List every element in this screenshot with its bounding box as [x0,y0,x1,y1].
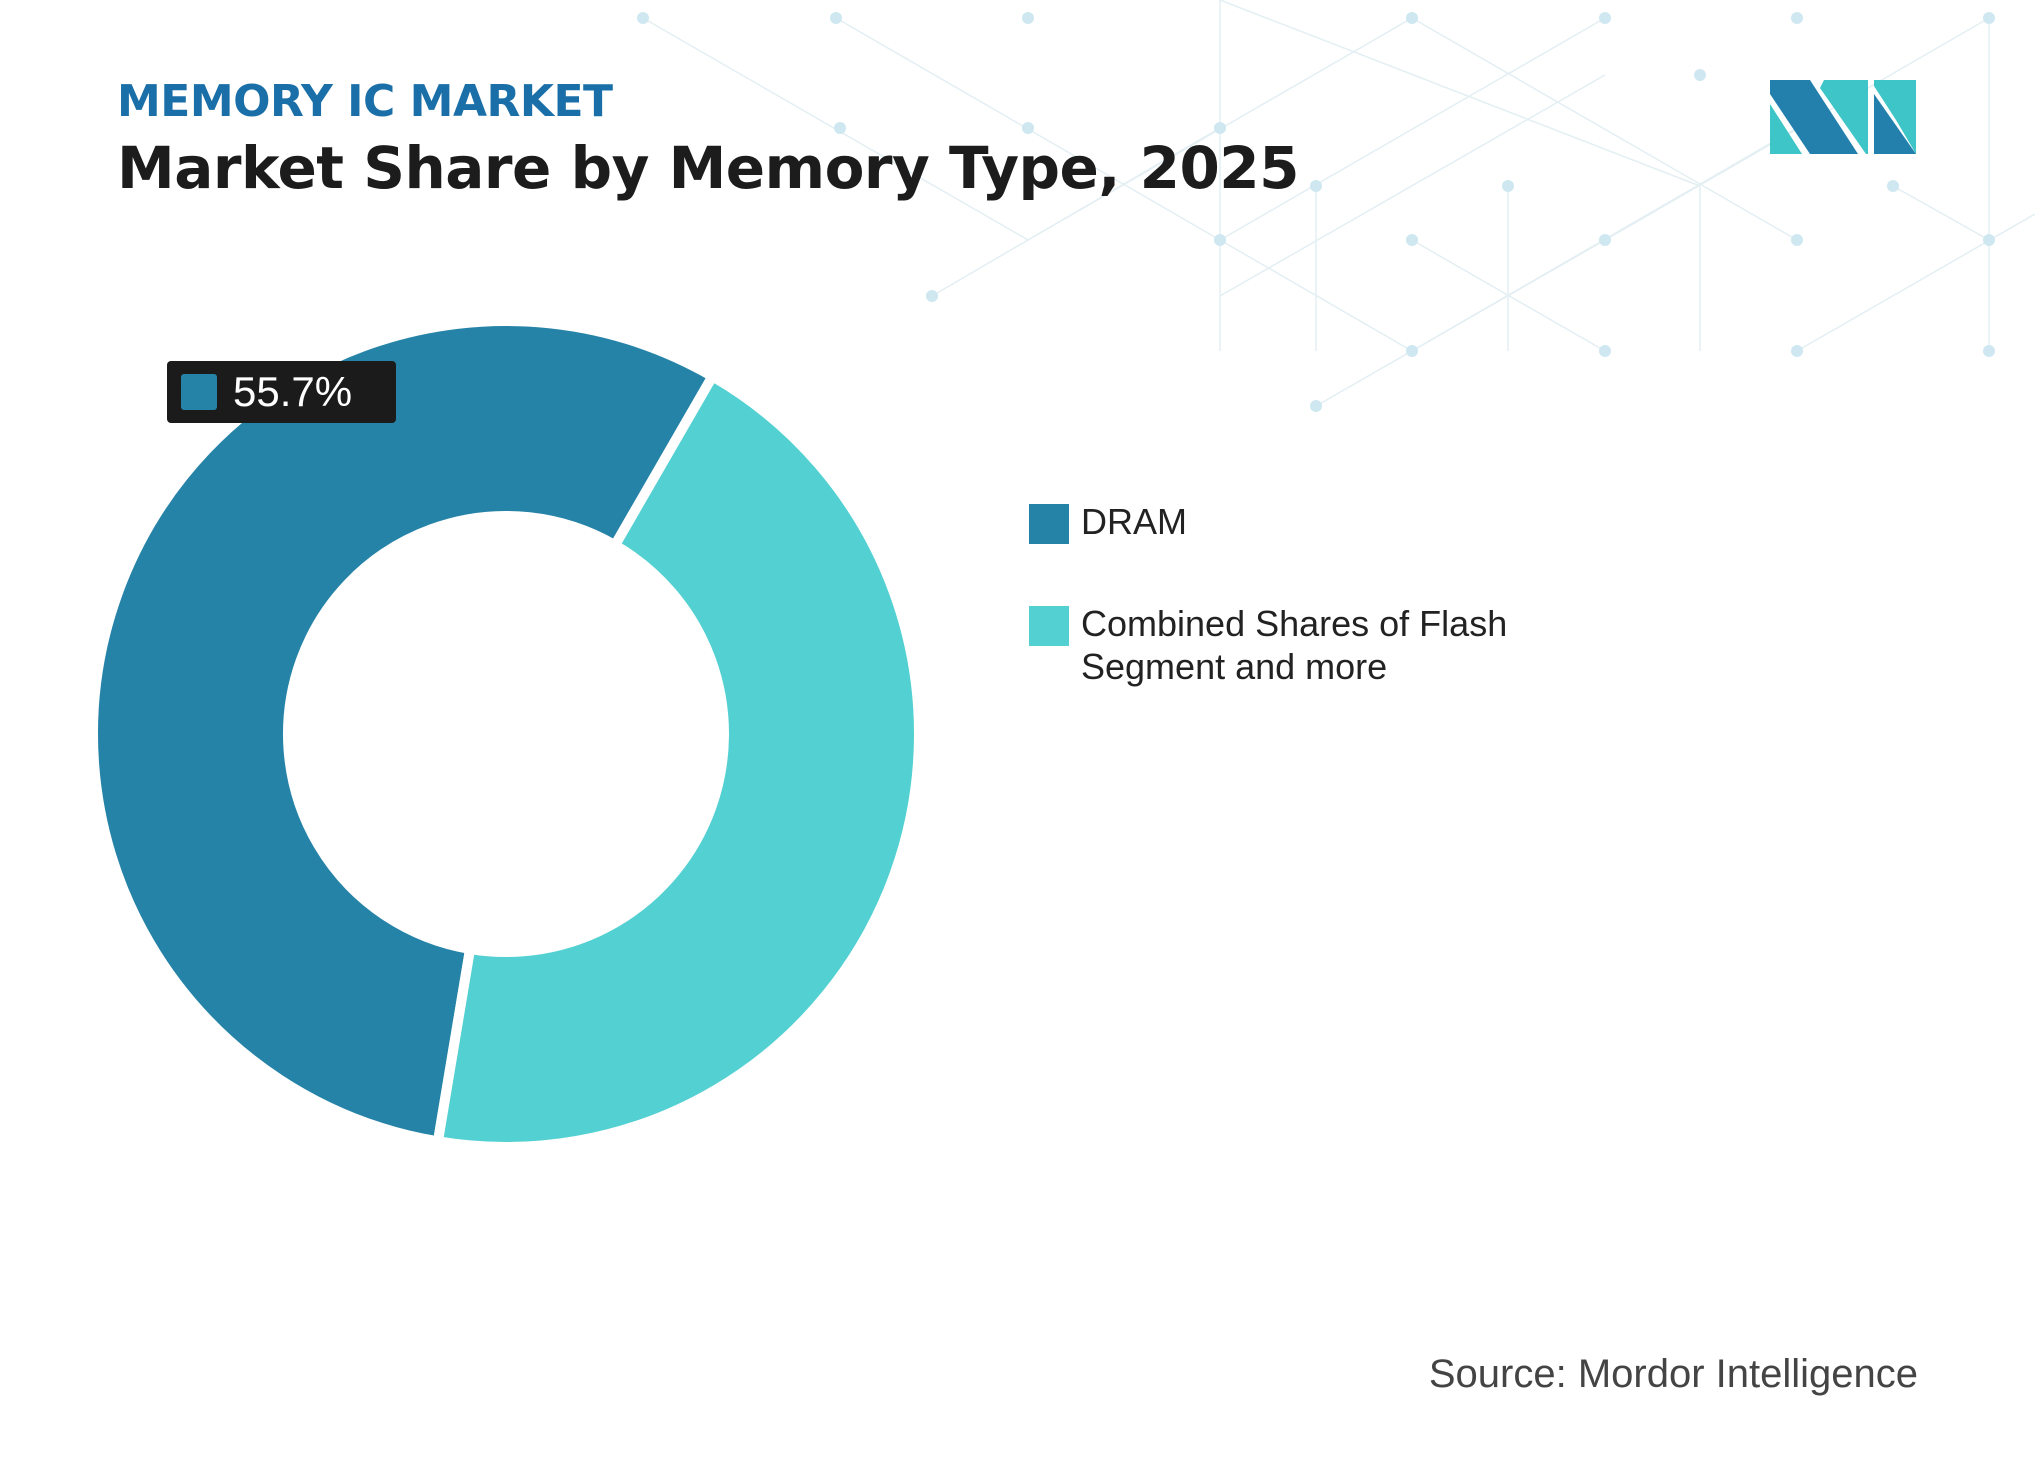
mordor-logo [1770,80,1916,154]
donut-chart [88,316,924,1152]
donut-slice-dram[interactable] [88,316,720,1148]
pattern-dot [1502,180,1514,192]
legend-swatch [1029,504,1069,544]
pattern-dot [1310,180,1322,192]
chart-kicker: MEMORY IC MARKET [117,76,613,127]
pattern-dot [1022,122,1034,134]
pattern-line [1219,74,1606,297]
pattern-dot [1406,12,1418,24]
pattern-dot [1791,12,1803,24]
legend: DRAM Combined Shares of Flash Segment an… [1029,500,1581,746]
pattern-line [1219,17,1606,241]
pattern-dot [1983,345,1995,357]
pattern-dot [1983,234,1995,246]
pattern-line [1219,0,1701,187]
legend-item-dram[interactable]: DRAM [1029,500,1581,544]
pattern-line [1411,17,1798,241]
legend-swatch [1029,606,1069,646]
pattern-dot [1887,180,1899,192]
data-label-text: 55.7% [233,368,353,415]
legend-label: Combined Shares of Flash Segment and mor… [1081,603,1508,687]
pattern-dot [926,290,938,302]
pattern-dot [1406,345,1418,357]
pattern-dot [1791,234,1803,246]
pattern-dot [1694,69,1706,81]
pattern-dot [1214,122,1226,134]
pattern-dot [1791,345,1803,357]
data-label-dram: 55.7% [167,361,396,423]
pattern-dot [1983,12,1995,24]
data-label-swatch [181,374,217,410]
legend-item-flash[interactable]: Combined Shares of Flash Segment and mor… [1029,602,1581,688]
pattern-dot [1599,345,1611,357]
pattern-dot [1310,400,1322,412]
source-note: Source: Mordor Intelligence [1428,1352,1918,1396]
pattern-dot [1406,234,1418,246]
chart-title: Market Share by Memory Type, 2025 [117,134,1300,202]
pattern-dot [834,122,846,134]
pattern-line [1315,239,1606,407]
pattern-dot [1022,12,1034,24]
donut-slice-flash[interactable] [432,369,924,1152]
pattern-dot [830,12,842,24]
background-hex-pattern [637,0,2035,412]
pattern-dot [1599,234,1611,246]
pattern-dot [637,12,649,24]
legend-label: DRAM [1081,501,1187,542]
pattern-line [1892,185,1990,241]
pattern-line [1796,213,2035,352]
pattern-dot [1214,234,1226,246]
pattern-line [931,127,1221,297]
pattern-dot [1599,12,1611,24]
